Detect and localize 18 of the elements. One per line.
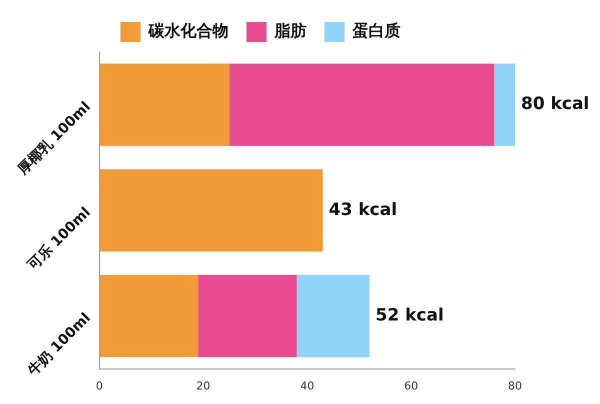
bar bbox=[99, 274, 198, 358]
x-tick-label: 80 bbox=[508, 379, 522, 392]
total-label: 80 kcal bbox=[521, 94, 590, 114]
bar bbox=[198, 274, 297, 358]
x-tick-label: 60 bbox=[404, 379, 418, 392]
legend-label: 蛋白质 bbox=[352, 21, 400, 40]
bar bbox=[296, 274, 370, 358]
total-label: 52 kcal bbox=[376, 305, 444, 326]
legend-label: 脂肪 bbox=[274, 21, 306, 40]
bar bbox=[494, 64, 515, 146]
legend-label: 碳水化合物 bbox=[148, 21, 228, 40]
total-label: 43 kcal bbox=[328, 200, 398, 220]
x-tick-label: 20 bbox=[196, 379, 210, 392]
bar bbox=[229, 64, 494, 146]
bar bbox=[99, 64, 230, 146]
x-tick-label: 0 bbox=[96, 379, 103, 392]
x-tick-label: 40 bbox=[300, 379, 314, 392]
bar bbox=[99, 169, 323, 252]
